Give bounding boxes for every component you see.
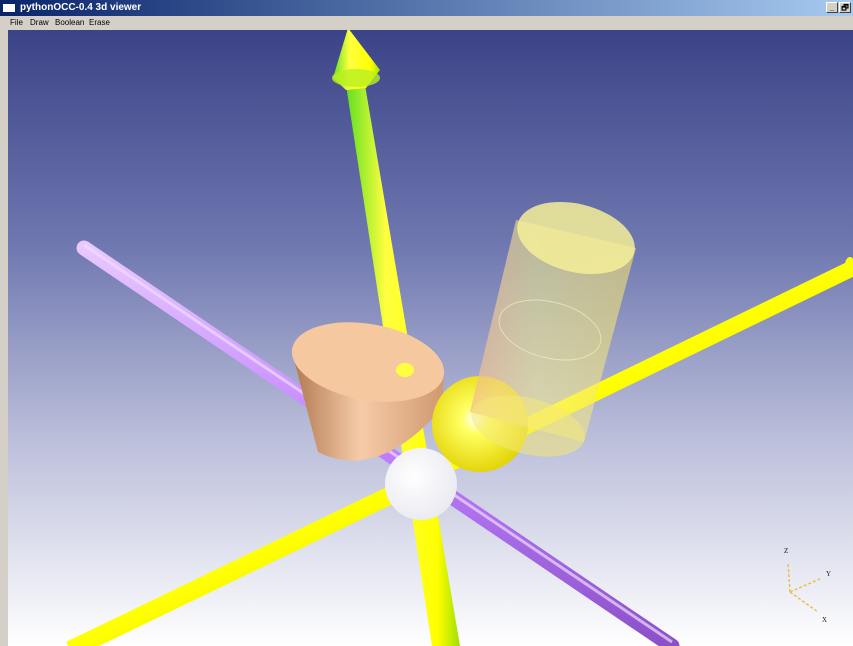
title-bar[interactable]: pythonOCC-0.4 3d viewer _ 🗗 bbox=[0, 0, 853, 16]
white-origin-sphere[interactable] bbox=[385, 448, 457, 520]
view-triedron: Z Y X bbox=[784, 547, 831, 624]
3d-viewport[interactable]: Z Y X bbox=[8, 30, 853, 646]
triedron-y-label: Y bbox=[826, 570, 831, 578]
window-title: pythonOCC-0.4 3d viewer bbox=[20, 2, 142, 13]
minimize-button[interactable]: _ bbox=[826, 2, 838, 13]
cone[interactable] bbox=[286, 311, 451, 461]
yellow-axis-left[interactable] bbox=[66, 484, 399, 646]
transparent-cylinder[interactable] bbox=[465, 190, 642, 467]
menu-draw[interactable]: Draw bbox=[30, 18, 49, 27]
menu-bar: File Draw Boolean Erase bbox=[0, 16, 853, 30]
menu-erase[interactable]: Erase bbox=[89, 18, 110, 27]
scene-canvas[interactable]: Z Y X bbox=[8, 30, 853, 646]
menu-boolean[interactable]: Boolean bbox=[55, 18, 85, 27]
triedron-z-label: Z bbox=[784, 547, 788, 555]
app-icon bbox=[2, 3, 16, 13]
triedron-x-label: X bbox=[822, 616, 827, 624]
menu-file[interactable]: File bbox=[10, 18, 23, 27]
restore-button[interactable]: 🗗 bbox=[839, 2, 851, 13]
